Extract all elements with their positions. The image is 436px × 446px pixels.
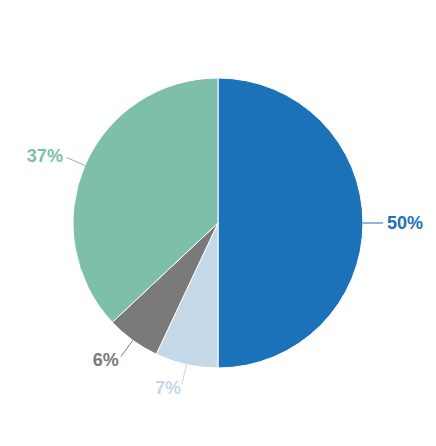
svg-text:37%: 37% — [27, 146, 63, 166]
svg-text:6%: 6% — [93, 350, 119, 370]
svg-text:7%: 7% — [155, 378, 181, 398]
svg-text:50%: 50% — [387, 213, 423, 233]
